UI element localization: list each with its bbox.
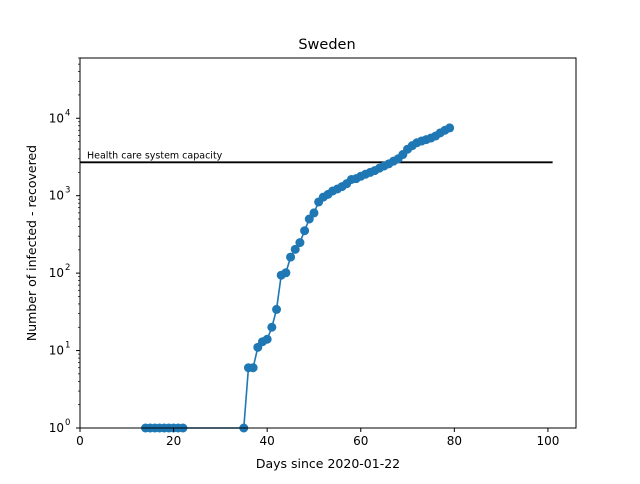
x-tick-label: 100: [536, 434, 559, 448]
y-tick-label-base: 10: [49, 111, 64, 125]
data-point: [267, 322, 277, 332]
x-tick-label: 60: [353, 434, 368, 448]
x-axis: 0 20 40 60 80 100: [76, 428, 559, 448]
x-axis-label: Days since 2020-01-22: [256, 456, 400, 471]
x-tick-label: 20: [166, 434, 181, 448]
data-point: [309, 208, 319, 218]
data-point: [248, 363, 258, 373]
y-axis-label: Number of infected - recovered: [24, 145, 39, 341]
y-tick-label-exponent: 2: [65, 263, 70, 273]
data-point: [300, 226, 310, 236]
y-tick-label-base: 10: [49, 421, 64, 435]
x-tick-label: 0: [76, 434, 84, 448]
plot-frame: [79, 57, 577, 429]
data-point: [295, 238, 305, 248]
data-point: [290, 244, 300, 254]
data-point: [445, 123, 455, 133]
chart-title: Sweden: [298, 37, 355, 53]
data-point: [262, 334, 272, 344]
y-tick-label-exponent: 1: [65, 341, 70, 351]
capacity-label: Health care system capacity: [87, 150, 223, 161]
data-point: [272, 304, 282, 314]
y-tick-label-exponent: 4: [65, 108, 70, 118]
data-point: [304, 214, 314, 224]
y-tick-label-base: 10: [49, 266, 64, 280]
data-point: [286, 252, 296, 262]
data-point: [281, 268, 291, 278]
y-tick-label-base: 10: [49, 189, 64, 203]
x-tick-label: 40: [260, 434, 275, 448]
y-tick-label-exponent: 3: [65, 186, 70, 196]
x-tick-label: 80: [447, 434, 462, 448]
y-tick-label-base: 10: [49, 344, 64, 358]
y-tick-label-exponent: 0: [65, 418, 70, 428]
